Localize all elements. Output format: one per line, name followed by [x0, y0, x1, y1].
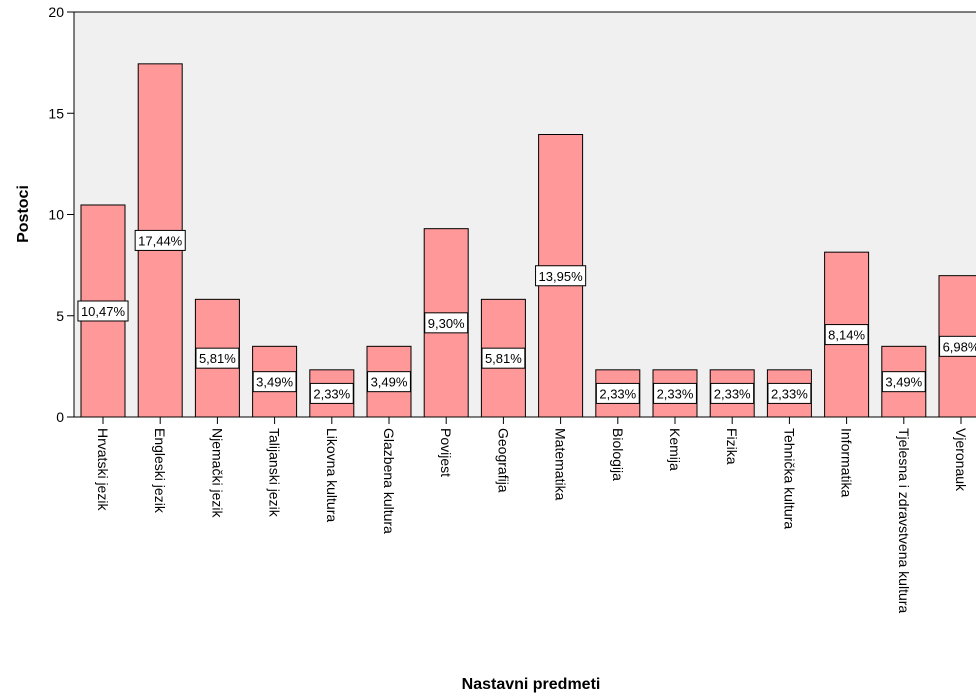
y-tick-label-1: 5	[56, 308, 64, 324]
x-tick-label-1: Engleski jezik	[152, 428, 168, 514]
x-tick-label-11: Fizika	[724, 428, 740, 465]
data-label-box-15	[939, 335, 976, 357]
data-label-box-10	[653, 382, 697, 404]
y-tick-label-0: 0	[56, 409, 64, 425]
data-label-box-5	[367, 371, 411, 393]
data-label-text-6: 9,30%	[428, 316, 465, 331]
data-label-box-0	[77, 300, 129, 322]
data-label-text-8: 13,95%	[539, 269, 584, 284]
data-label-box-13	[824, 324, 869, 346]
data-label-1: 17,44%	[134, 229, 186, 251]
data-label-box-14	[881, 371, 926, 393]
data-label-5: 3,49%	[367, 371, 411, 393]
data-label-text-3: 3,49%	[256, 375, 293, 390]
data-label-8: 13,95%	[535, 265, 587, 287]
data-label-11: 2,33%	[710, 382, 755, 404]
data-label-box-7	[481, 347, 526, 369]
x-tick-label-0: Hrvatski jezik	[95, 428, 111, 511]
data-label-box-3	[252, 371, 297, 393]
data-label-12: 2,33%	[767, 382, 812, 404]
x-tick-label-4: Likovna kultura	[324, 428, 340, 522]
data-label-text-4: 2,33%	[313, 386, 350, 401]
data-label-0: 10,47%	[77, 300, 129, 322]
data-label-10: 2,33%	[653, 382, 697, 404]
data-label-text-14: 3,49%	[885, 375, 922, 390]
x-tick-label-15: Vjeronauk	[953, 428, 969, 492]
data-label-box-6	[424, 312, 469, 334]
data-label-text-2: 5,81%	[199, 351, 236, 366]
data-label-text-5: 3,49%	[371, 375, 408, 390]
x-tick-label-9: Biologija	[610, 428, 626, 481]
data-label-box-12	[767, 382, 812, 404]
data-label-15: 6,98%	[939, 335, 976, 357]
data-label-text-12: 2,33%	[771, 386, 808, 401]
data-label-text-0: 10,47%	[81, 304, 126, 319]
y-tick-label-2: 10	[48, 207, 64, 223]
data-label-box-4	[309, 382, 354, 404]
x-tick-label-14: Tjelesna i zdravstvena kultura	[896, 428, 912, 613]
x-tick-label-7: Geografija	[495, 428, 511, 493]
data-label-box-8	[535, 265, 587, 287]
x-tick-label-3: Talijanski jezik	[267, 428, 283, 518]
x-tick-label-2: Njemački jezik	[209, 428, 225, 518]
data-label-text-7: 5,81%	[485, 351, 522, 366]
x-tick-label-5: Glazbena kultura	[381, 428, 397, 534]
data-label-4: 2,33%	[309, 382, 354, 404]
data-label-7: 5,81%	[481, 347, 526, 369]
data-label-text-9: 2,33%	[599, 386, 636, 401]
data-label-text-10: 2,33%	[657, 386, 694, 401]
data-label-text-1: 17,44%	[138, 233, 183, 248]
data-label-box-1	[134, 229, 186, 251]
x-tick-label-6: Povijest	[438, 428, 454, 477]
data-label-13: 8,14%	[824, 324, 869, 346]
data-label-text-11: 2,33%	[714, 386, 751, 401]
data-label-9: 2,33%	[595, 382, 640, 404]
x-tick-label-10: Kemija	[667, 428, 683, 471]
data-label-box-2	[195, 347, 240, 369]
x-tick-label-8: Matematika	[553, 428, 569, 501]
x-tick-label-12: Tehnička kultura	[781, 428, 797, 529]
data-label-2: 5,81%	[195, 347, 240, 369]
x-tick-label-13: Informatika	[839, 428, 855, 497]
data-label-14: 3,49%	[881, 371, 926, 393]
data-label-text-15: 6,98%	[943, 339, 976, 354]
x-axis: Hrvatski jezik Engleski jezik Njemački jez…	[95, 417, 969, 613]
data-labels-group: 10,47% 17,44% 5,81% 3,49% 2,33% 3,49% 9,30% 5,8…	[77, 229, 976, 404]
y-tick-label-3: 15	[48, 105, 64, 121]
y-tick-label-4: 20	[48, 4, 64, 20]
data-label-6: 9,30%	[424, 312, 469, 334]
y-axis: 0 5 10 15 20	[48, 4, 74, 425]
y-axis-title: Postoci	[15, 185, 32, 243]
data-label-text-13: 8,14%	[828, 328, 865, 343]
data-label-3: 3,49%	[252, 371, 297, 393]
data-label-box-9	[595, 382, 640, 404]
x-axis-title: Nastavni predmeti	[462, 676, 601, 693]
data-label-box-11	[710, 382, 755, 404]
